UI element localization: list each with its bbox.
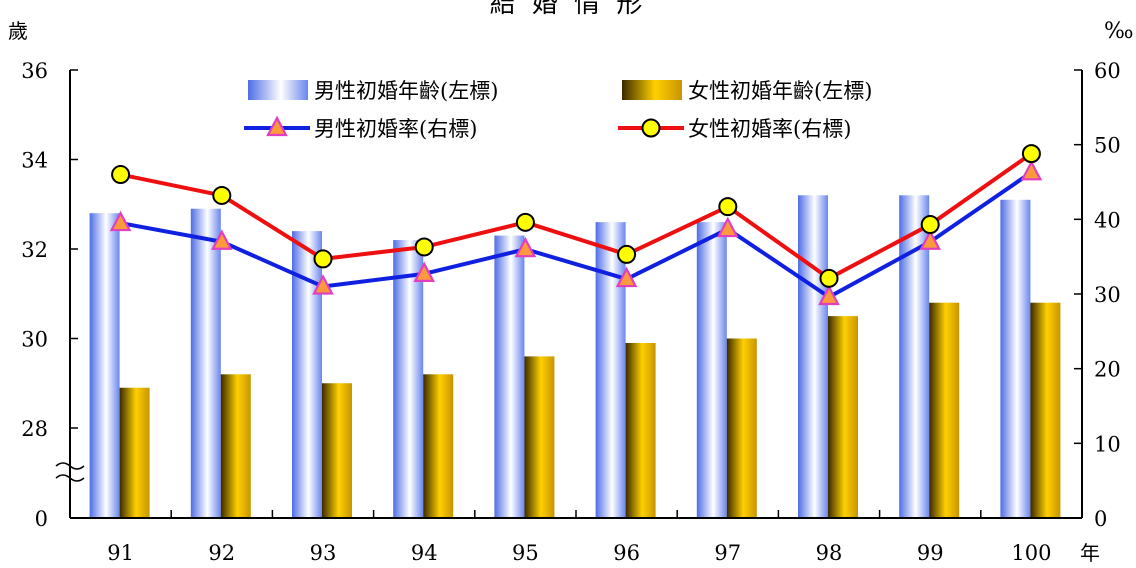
female-rate-point — [111, 165, 131, 185]
legend-label: 男性初婚年齡(左標) — [314, 79, 498, 103]
male-rate-point — [615, 266, 638, 288]
right-tick-label: 40 — [1094, 208, 1121, 232]
x-tick-label: 99 — [917, 541, 944, 565]
bars-layer — [89, 195, 1061, 519]
left-tick-label: 32 — [21, 238, 48, 262]
male-age-bar — [393, 240, 424, 519]
chart-title: 結 婚 情 形 — [490, 0, 647, 19]
right-tick-label: 60 — [1094, 59, 1121, 83]
male-age-bar — [798, 195, 828, 519]
left-tick-label: 36 — [21, 59, 48, 83]
right-tick-label: 10 — [1094, 432, 1121, 456]
right-tick-label: 20 — [1094, 358, 1121, 382]
lines-layer — [109, 144, 1043, 306]
male-rate-point — [919, 229, 942, 250]
legend-label: 女性初婚率(右標) — [688, 117, 851, 141]
x-tick-label: 92 — [208, 541, 235, 565]
axis-break-mark — [55, 462, 85, 482]
male-age-bar — [89, 213, 120, 518]
male-age-bar — [190, 208, 221, 518]
x-axis-unit: 年 — [1080, 541, 1100, 565]
male-rate-point — [716, 216, 739, 238]
female-age-bar — [1030, 302, 1061, 518]
right-tick-label: 30 — [1094, 283, 1121, 307]
left-tick-label: 28 — [21, 417, 48, 441]
female-rate-line — [120, 151, 1033, 281]
male-rate-point — [210, 229, 233, 250]
female-rate-point — [819, 268, 839, 288]
female-age-bar — [929, 302, 960, 518]
female-age-bar — [524, 356, 555, 518]
left-axis-unit: 歲 — [8, 19, 28, 43]
left-tick-label: 30 — [21, 328, 48, 352]
x-tick-label: 95 — [512, 541, 539, 565]
male-rate-point — [312, 274, 334, 295]
x-tick-label: 96 — [613, 541, 640, 565]
x-tick-label: 93 — [310, 541, 337, 565]
female-rate-point — [313, 249, 333, 269]
x-tick-label: 100 — [1011, 541, 1051, 565]
male-rate-point — [818, 284, 840, 306]
female-age-bar — [828, 316, 858, 518]
male-rate-point — [1020, 159, 1043, 181]
female-rate-point — [1021, 144, 1041, 164]
x-tick-label: 97 — [714, 541, 741, 565]
legend-swatch-male-age — [248, 80, 308, 100]
right-tick-label: 0 — [1094, 507, 1107, 531]
x-tick-label: 98 — [816, 541, 843, 565]
male-rate-point — [413, 261, 436, 282]
female-age-bar — [119, 387, 150, 518]
male-rate-line — [120, 170, 1033, 299]
female-age-bar — [220, 374, 251, 518]
left-tick-label: 34 — [21, 149, 48, 173]
male-rate-point — [514, 236, 537, 258]
legend-swatch-female-age — [622, 80, 682, 100]
female-rate-point — [414, 237, 434, 257]
male-age-bar — [595, 222, 626, 518]
female-age-bar — [726, 338, 757, 518]
female-age-bar — [625, 342, 656, 518]
female-rate-point — [920, 215, 940, 235]
legend-marker-male-rate — [266, 115, 288, 137]
left-tick-label: 0 — [35, 507, 48, 531]
male-age-bar — [494, 235, 525, 518]
male-rate-point — [109, 210, 132, 232]
legend-label: 男性初婚率(右標) — [314, 117, 477, 141]
male-age-bar — [1000, 199, 1031, 518]
legend-label: 女性初婚年齡(左標) — [688, 79, 872, 103]
legend-marker-female-rate — [641, 118, 661, 138]
female-age-bar — [322, 383, 352, 518]
right-tick-label: 50 — [1094, 134, 1121, 158]
female-rate-point — [212, 185, 232, 205]
female-rate-point — [718, 197, 738, 217]
x-tick-label: 91 — [107, 541, 134, 565]
x-tick-label: 94 — [411, 541, 438, 565]
female-rate-point — [515, 212, 535, 232]
right-axis-unit: ‰ — [1104, 19, 1134, 44]
female-rate-point — [617, 244, 637, 264]
legend: 男性初婚年齡(左標) 女性初婚年齡(左標) 男性初婚率(右標) 女性初婚率(右標) — [244, 79, 872, 141]
male-age-bar — [696, 222, 727, 518]
female-age-bar — [423, 374, 454, 518]
